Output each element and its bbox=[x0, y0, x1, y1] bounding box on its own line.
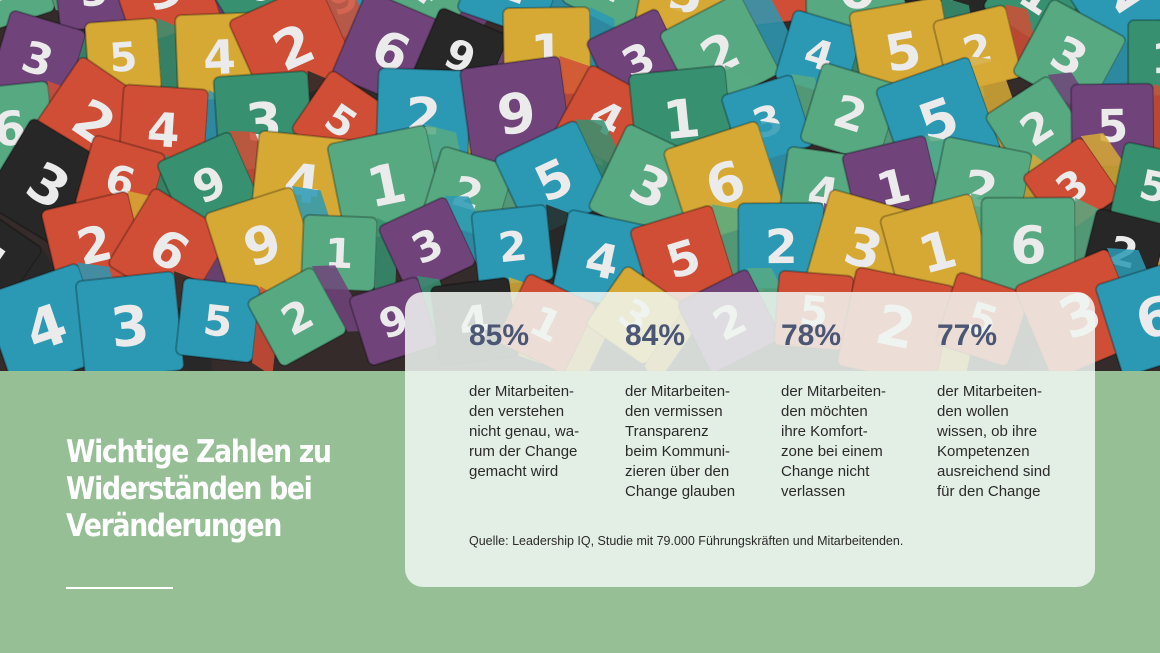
die: 6 bbox=[1095, 257, 1160, 371]
stat-description: der Mitarbeiten- den verstehen nicht gen… bbox=[469, 383, 580, 480]
die-digit: 5 bbox=[77, 0, 111, 17]
die-digit: 4 bbox=[145, 103, 181, 160]
die-digit: 2 bbox=[496, 222, 529, 273]
stat-description: der Mitarbeiten- den möchten ihre Komfor… bbox=[781, 383, 887, 500]
stat-value: 85% bbox=[469, 319, 530, 352]
page-title: Wichtige Zahlen zu Widerständen bei Verä… bbox=[66, 434, 332, 545]
stat-value: 78% bbox=[781, 319, 842, 352]
die-digit: 3 bbox=[108, 293, 153, 361]
title-line: Widerständen bei bbox=[66, 471, 313, 507]
stat-card: 77% der Mitarbeiten- den wollen wissen, … bbox=[937, 318, 1082, 502]
die: 5 bbox=[629, 204, 764, 312]
stat-card: 85% der Mitarbeiten- den verstehen nicht… bbox=[469, 318, 614, 482]
stat-card: 84% der Mitarbeiten- den vermissen Trans… bbox=[625, 318, 770, 502]
die: 5 bbox=[1109, 141, 1160, 230]
title-line: Wichtige Zahlen zu bbox=[66, 434, 332, 470]
die: 2 bbox=[470, 203, 577, 288]
die-digit: 2 bbox=[765, 220, 798, 275]
die-digit: 9 bbox=[493, 79, 540, 148]
stat-description: der Mitarbeiten- den vermissen Transpare… bbox=[625, 383, 736, 500]
die-digit: 5 bbox=[201, 295, 235, 347]
die-digit: 1 bbox=[1151, 34, 1160, 83]
stat-description: der Mitarbeiten- den wollen wissen, ob i… bbox=[937, 383, 1051, 500]
stat-card: 78% der Mitarbeiten- den möchten ihre Ko… bbox=[781, 318, 926, 502]
die-digit: 5 bbox=[108, 34, 139, 82]
die-digit: 6 bbox=[1010, 216, 1046, 276]
stat-value: 84% bbox=[625, 319, 686, 352]
stats-panel: 85% der Mitarbeiten- den verstehen nicht… bbox=[405, 292, 1095, 587]
die: 1 bbox=[1127, 19, 1160, 97]
stat-value: 77% bbox=[937, 319, 998, 352]
title-underline bbox=[66, 587, 173, 589]
source-note: Quelle: Leadership IQ, Studie mit 79.000… bbox=[469, 534, 904, 548]
title-line: Veränderungen bbox=[66, 508, 282, 544]
